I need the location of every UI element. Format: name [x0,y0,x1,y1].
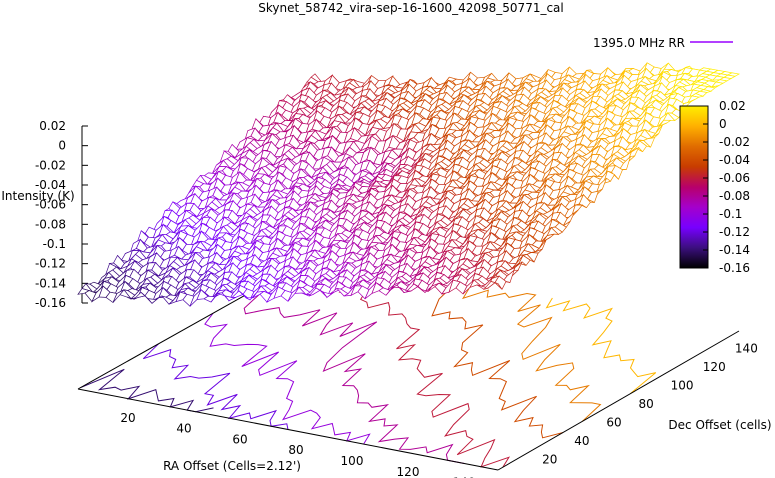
x-tick-label: 100 [341,454,364,468]
x-tick-label: 140 [453,476,476,478]
y-tick-label: 20 [542,452,557,466]
colorbar-tick-label: -0.12 [719,225,750,239]
colorbar-tick-label: -0.02 [719,135,750,149]
z-tick-label: 0.02 [39,119,66,133]
z-tick-label: -0.08 [35,217,66,231]
x-tick-label: 120 [397,465,420,478]
y-tick-label: 120 [703,360,726,374]
z-tick-label: -0.02 [35,158,66,172]
colorbar-tick-label: -0.1 [719,207,742,221]
z-tick-label: -0.1 [43,237,66,251]
y-tick-label: 140 [735,341,758,355]
x-axis-label: RA Offset (Cells=2.12') [163,459,301,473]
legend-label: 1395.0 MHz RR [593,36,685,50]
colorbar-tick-label: -0.04 [719,153,750,167]
colorbar-gradient [679,105,709,269]
z-axis-label: Intensity (K) [1,189,74,203]
contour-line [243,291,465,464]
axis-line [497,330,740,471]
x-tick-label: 20 [120,411,135,425]
axis-line [77,388,499,471]
contour-line [80,368,214,413]
y-tick-label: 100 [671,378,694,392]
colorbar: 0.02 0 -0.02 -0.04 -0.06 -0.08 -0.1 -0.12 -0.14 -… [679,99,750,275]
chart-title: Skynet_58742_vira-sep-16-1600_42098_5077… [258,1,564,15]
surface-cell [490,281,503,290]
z-tick-label: 0 [58,139,66,153]
x-tick-label: 60 [232,432,247,446]
z-tick-label: -0.06 [35,198,66,212]
contour-line [204,312,371,445]
x-tick-label: 80 [288,443,303,457]
z-tick-label: -0.14 [35,276,66,290]
y-tick-label: 40 [574,434,589,448]
colorbar-tick-label: -0.08 [719,189,750,203]
colorbar-tick-label: -0.14 [719,243,750,257]
colorbar-tick-label: 0 [719,117,727,131]
contour-line [142,343,289,430]
y-tick-label: 60 [606,415,621,429]
y-axis-label: Dec Offset (cells) [668,418,771,432]
colorbar-tick-label: 0.02 [719,99,746,113]
colorbar-ticks: 0.02 0 -0.02 -0.04 -0.06 -0.08 -0.1 -0.12 -0.14 -… [703,99,750,275]
surface-mesh [77,62,741,307]
x-tick-label: 40 [176,422,191,436]
z-tick-label: -0.04 [35,178,66,192]
z-tick-label: -0.12 [35,257,66,271]
colorbar-tick-label: -0.06 [719,171,750,185]
colorbar-tick-label: -0.16 [719,261,750,275]
contour-line [449,282,602,422]
legend: 1395.0 MHz RR [593,36,733,50]
z-tick-label: -0.16 [35,296,66,310]
y-tick-label: 80 [639,397,654,411]
tick-labels: 0.02 0 -0.02 -0.04 -0.06 -0.08 -0.1 -0.12 -0.14 -… [35,119,758,478]
contour-line [545,297,657,394]
